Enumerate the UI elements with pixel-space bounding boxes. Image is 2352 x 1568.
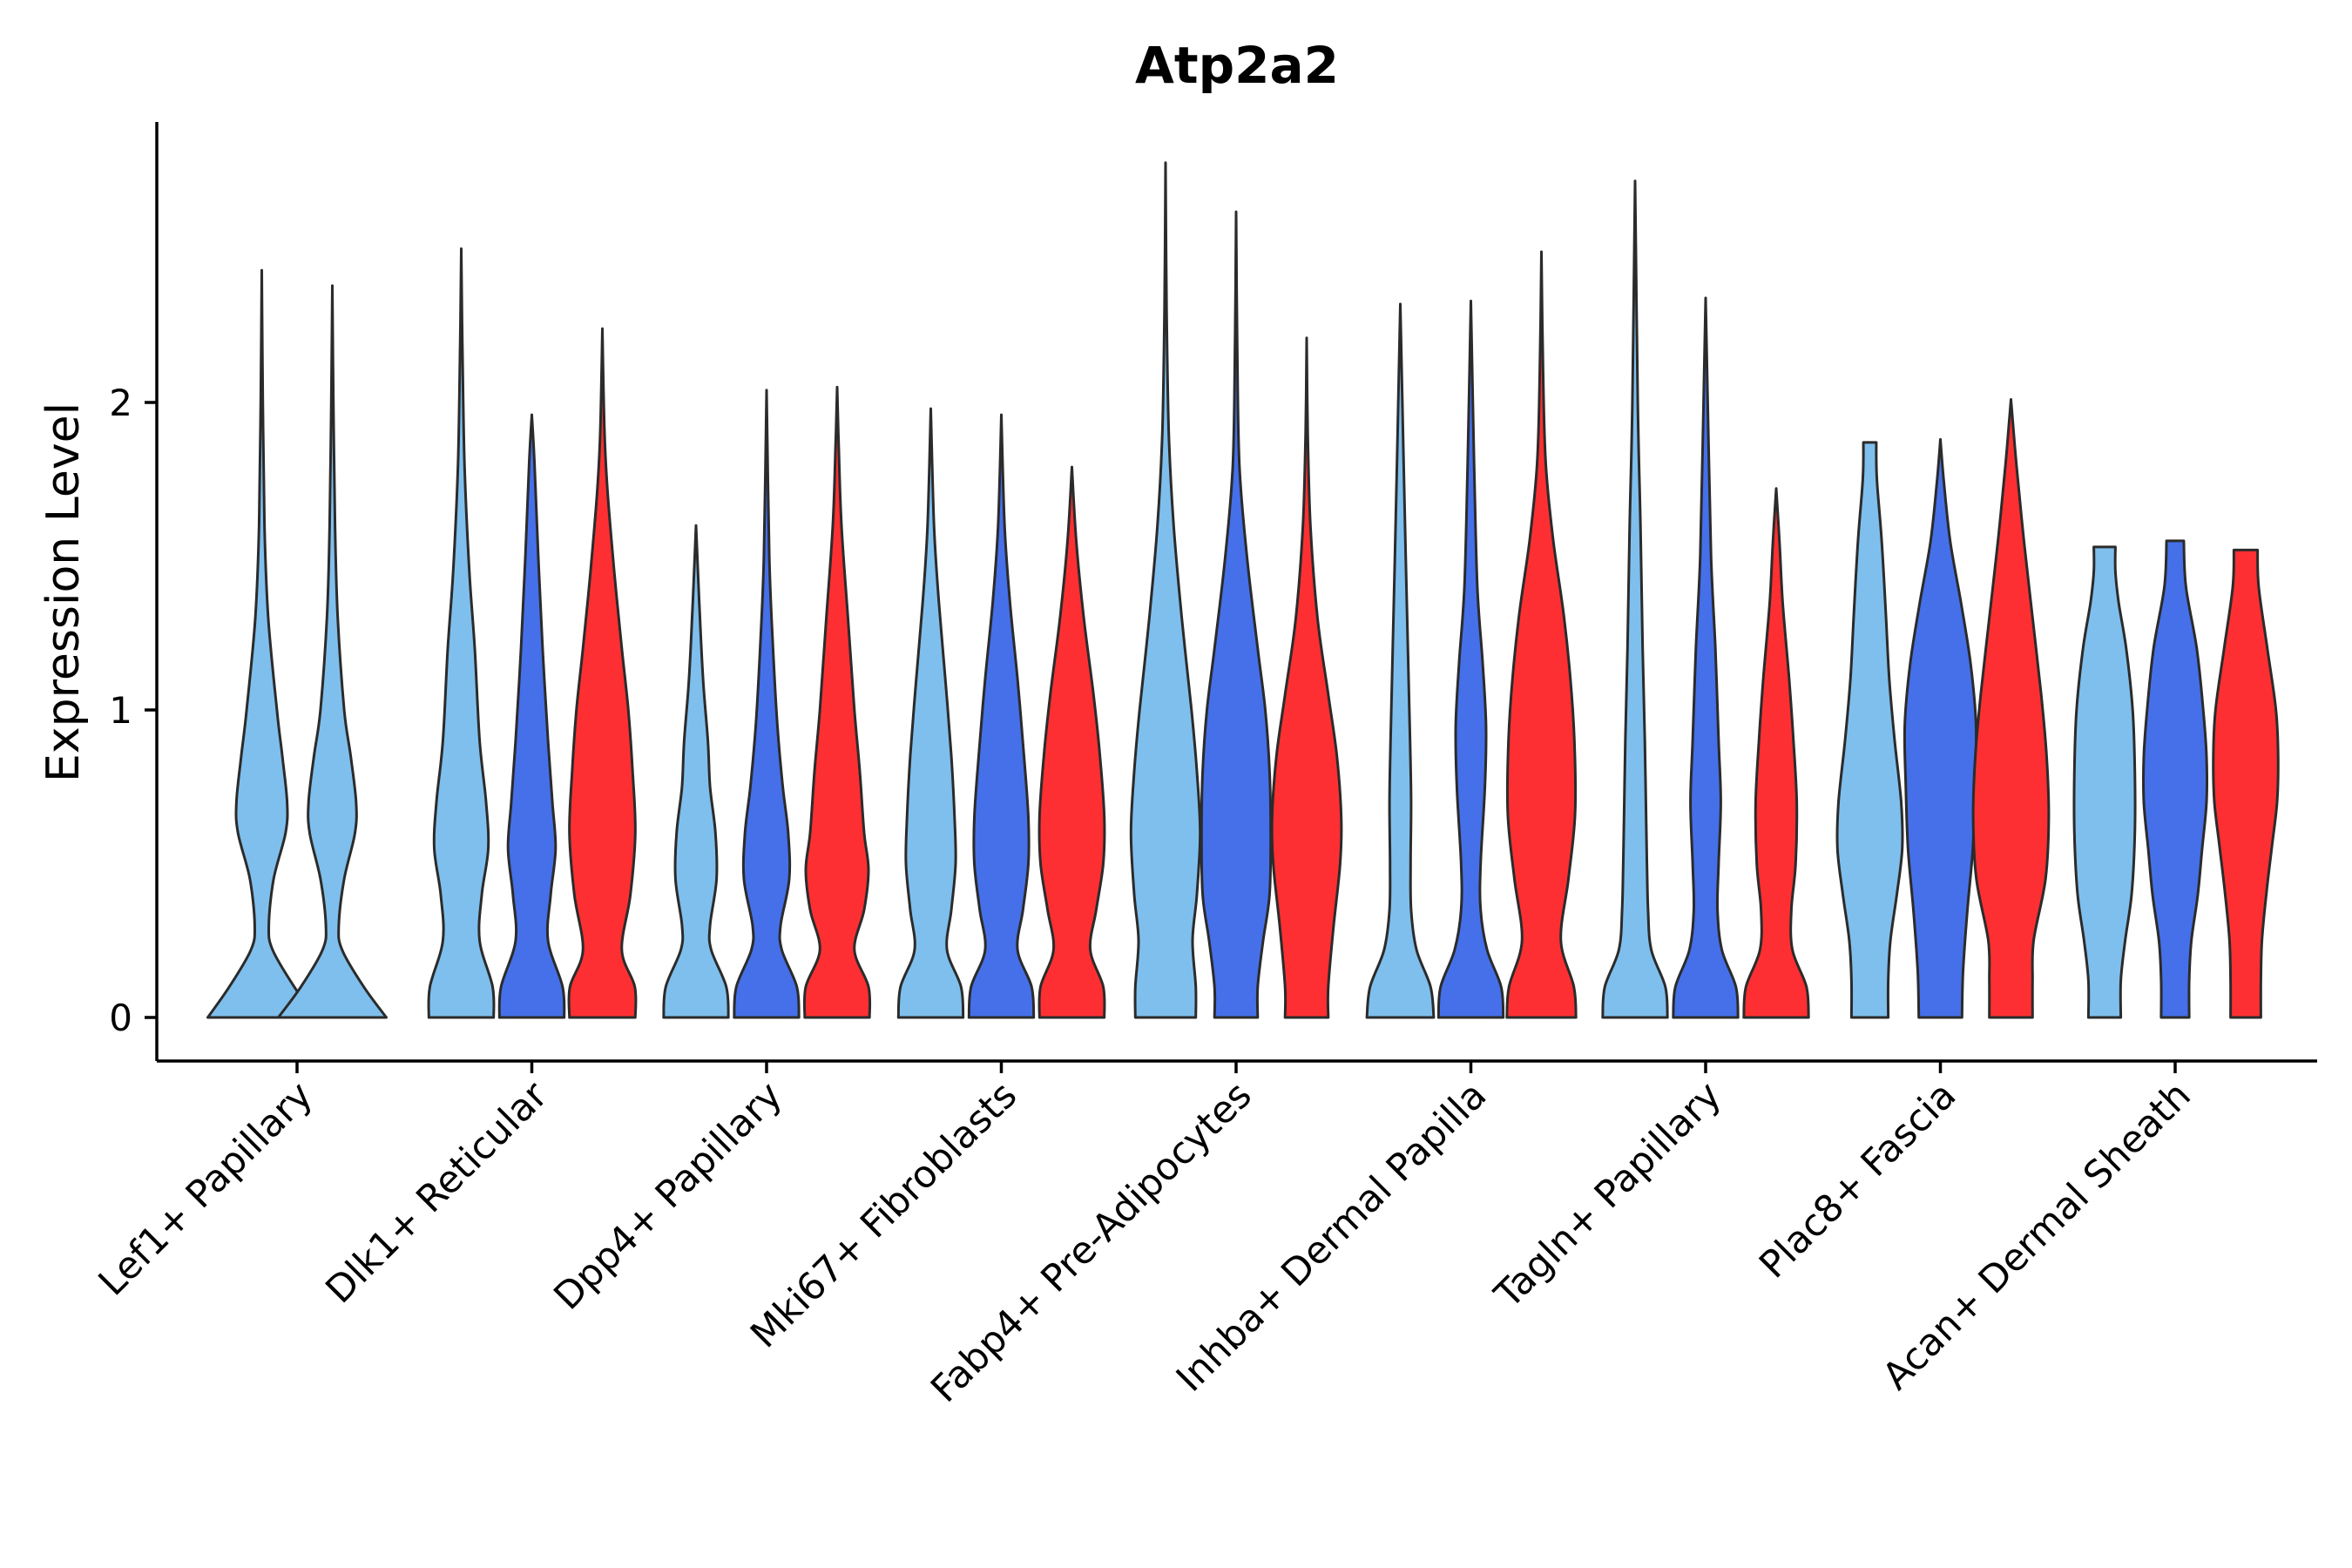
violin [1903,437,1978,1019]
violin [1505,250,1578,1019]
violin [2072,545,2137,1019]
violin-group [2072,539,2280,1019]
violin [567,327,638,1019]
violin [497,413,566,1019]
violin-group [662,385,872,1019]
violin [1835,441,1904,1019]
violin [1200,210,1273,1019]
violin [206,268,317,1019]
violin [802,385,872,1019]
violin-group [1365,250,1578,1019]
plot-area [206,161,2280,1019]
y-axis-label: Expression Level [37,402,90,782]
x-tick-label: Dpp4+ Papillary [546,1073,791,1318]
x-tick-label: Dlk1+ Reticular [318,1073,557,1312]
violin [1037,465,1106,1019]
x-tick-label: Lef1+ Papillary [91,1073,321,1304]
violin [896,407,965,1019]
violin [1742,487,1810,1019]
x-tick-label: Tagln+ Papillary [1486,1073,1730,1317]
x-tick-label: Plac8+ Fascia [1751,1073,1964,1287]
violin [427,247,496,1019]
violin [1270,336,1343,1019]
violin [967,413,1036,1019]
chart-title: Atp2a2 [1135,36,1339,95]
violin-group [427,247,638,1019]
y-tick-label: 0 [109,997,132,1039]
violin [1436,300,1505,1019]
violin [1129,161,1202,1019]
violin [662,524,730,1019]
violin-group [1835,398,2051,1019]
violin [733,389,801,1019]
violin-group [1129,161,1343,1019]
violin [1971,398,2051,1019]
y-tick-label: 2 [109,382,132,424]
x-tick-label: Mki67+ Fibroblasts [742,1073,1025,1356]
violin-group [206,268,388,1019]
y-tick-label: 1 [109,689,132,732]
violin [2212,548,2280,1019]
violin [1672,296,1740,1019]
violin-group [1601,179,1810,1019]
violin [2141,539,2209,1019]
violin [1365,302,1436,1019]
violin [277,284,388,1019]
violin [1601,179,1669,1019]
violin-group [896,407,1106,1019]
